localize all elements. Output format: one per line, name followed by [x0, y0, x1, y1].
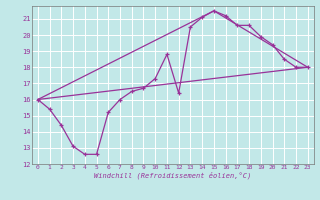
X-axis label: Windchill (Refroidissement éolien,°C): Windchill (Refroidissement éolien,°C)	[94, 172, 252, 179]
